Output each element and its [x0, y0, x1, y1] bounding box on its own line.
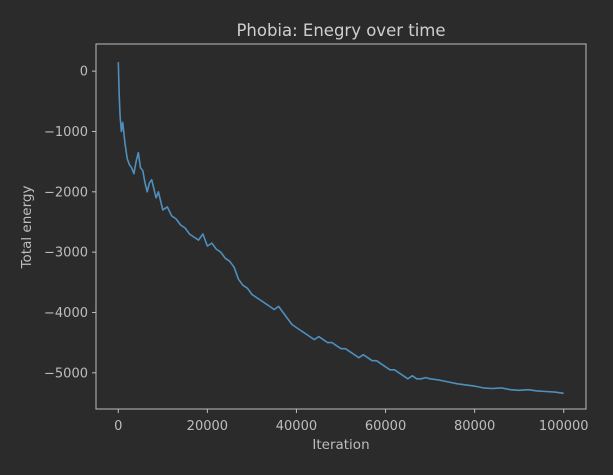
energy-series-line [117, 62, 564, 395]
x-tick-label: 20000 [187, 419, 228, 434]
y-tick-label: −1000 [44, 125, 88, 140]
x-axis-ticks: 0 20000 40000 60000 80000 100000 [114, 409, 589, 434]
y-tick-label: −2000 [44, 185, 88, 200]
x-tick-label: 80000 [454, 419, 495, 434]
y-axis-ticks: 0 −1000 −2000 −3000 −4000 −5000 [44, 65, 96, 381]
y-tick-label: −4000 [44, 306, 88, 321]
y-axis-label: Total energy [19, 186, 35, 270]
y-tick-label: −5000 [44, 366, 88, 381]
x-tick-label: 40000 [276, 419, 317, 434]
y-tick-label: 0 [80, 65, 88, 80]
plot-frame [95, 43, 587, 410]
y-tick-label: −3000 [44, 246, 88, 261]
x-axis-label: Iteration [312, 437, 369, 453]
chart-title: Phobia: Enegry over time [236, 21, 445, 40]
x-tick-label: 0 [114, 419, 122, 434]
x-tick-label: 100000 [539, 419, 589, 434]
x-tick-label: 60000 [365, 419, 406, 434]
